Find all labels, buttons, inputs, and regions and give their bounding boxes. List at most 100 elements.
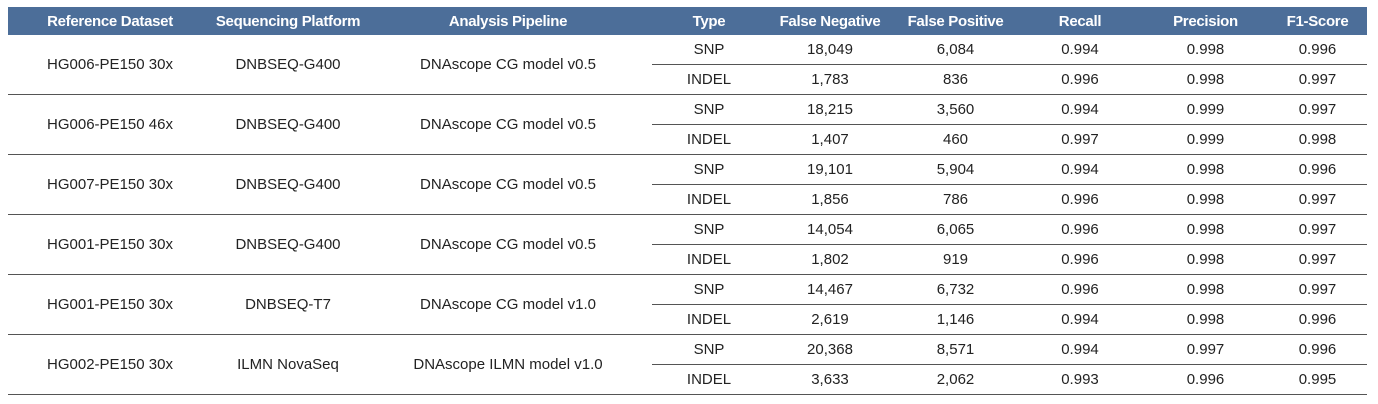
recall-cell: 0.994 (1017, 94, 1143, 125)
pipeline-cell: DNAscope ILMN model v1.0 (364, 334, 652, 395)
type-cell: SNP (652, 214, 766, 245)
pipeline-cell: DNAscope CG model v0.5 (364, 154, 652, 215)
table-row: HG002-PE150 30x ILMN NovaSeq DNAscope IL… (8, 334, 1367, 395)
type-cell: SNP (652, 274, 766, 305)
table-row: INDEL 1,802 919 0.996 0.998 0.997 (8, 244, 1367, 275)
false-negative-cell: 18,215 (766, 94, 894, 125)
precision-cell: 0.998 (1143, 274, 1268, 305)
false-positive-cell: 6,084 (894, 35, 1017, 65)
recall-cell: 0.994 (1017, 154, 1143, 185)
dataset-cell: HG007-PE150 30x (8, 154, 212, 215)
table-row: HG001-PE150 30x DNBSEQ-T7 DNAscope CG mo… (8, 274, 1367, 335)
table-row: HG007-PE150 30x DNBSEQ-G400 DNAscope CG … (8, 154, 1367, 215)
f1-cell: 0.997 (1268, 244, 1367, 275)
false-negative-cell: 19,101 (766, 154, 894, 185)
table-row: INDEL 1,783 836 0.996 0.998 0.997 (8, 64, 1367, 95)
table-row: INDEL 1,856 786 0.996 0.998 0.997 (8, 184, 1367, 215)
false-positive-cell: 460 (894, 124, 1017, 155)
type-cell: INDEL (652, 364, 766, 395)
type-cell: INDEL (652, 64, 766, 95)
recall-cell: 0.996 (1017, 244, 1143, 275)
pipeline-cell: DNAscope CG model v0.5 (364, 214, 652, 275)
type-cell: SNP (652, 35, 766, 65)
type-cell: SNP (652, 334, 766, 365)
type-cell: SNP (652, 94, 766, 125)
false-negative-cell: 20,368 (766, 334, 894, 365)
f1-cell: 0.997 (1268, 184, 1367, 215)
false-positive-cell: 6,732 (894, 274, 1017, 305)
type-cell: INDEL (652, 304, 766, 335)
results-table: Reference Dataset Sequencing Platform An… (8, 7, 1367, 395)
pipeline-cell: DNAscope CG model v0.5 (364, 94, 652, 155)
precision-cell: 0.998 (1143, 35, 1268, 65)
dataset-cell: HG006-PE150 46x (8, 94, 212, 155)
type-cell: INDEL (652, 184, 766, 215)
header-false-negative: False Negative (766, 7, 894, 35)
false-negative-cell: 18,049 (766, 35, 894, 65)
f1-cell: 0.997 (1268, 214, 1367, 245)
recall-cell: 0.993 (1017, 364, 1143, 395)
pipeline-cell: DNAscope CG model v1.0 (364, 274, 652, 335)
dataset-cell: HG002-PE150 30x (8, 334, 212, 395)
recall-cell: 0.996 (1017, 274, 1143, 305)
false-negative-cell: 14,054 (766, 214, 894, 245)
platform-cell: DNBSEQ-G400 (212, 94, 364, 155)
precision-cell: 0.998 (1143, 184, 1268, 215)
precision-cell: 0.999 (1143, 124, 1268, 155)
false-positive-cell: 3,560 (894, 94, 1017, 125)
f1-cell: 0.995 (1268, 364, 1367, 395)
header-row: Reference Dataset Sequencing Platform An… (8, 7, 1367, 35)
type-cell: INDEL (652, 124, 766, 155)
recall-cell: 0.994 (1017, 304, 1143, 335)
header-type: Type (652, 7, 766, 35)
dataset-cell: HG001-PE150 30x (8, 214, 212, 275)
table-row: HG001-PE150 30x DNBSEQ-G400 DNAscope CG … (8, 214, 1367, 275)
table-row: HG006-PE150 46x DNBSEQ-G400 DNAscope CG … (8, 94, 1367, 155)
header-sequencing-platform: Sequencing Platform (212, 7, 364, 35)
false-positive-cell: 786 (894, 184, 1017, 215)
f1-cell: 0.997 (1268, 64, 1367, 95)
platform-cell: ILMN NovaSeq (212, 334, 364, 395)
precision-cell: 0.999 (1143, 94, 1268, 125)
false-negative-cell: 1,783 (766, 64, 894, 95)
false-positive-cell: 1,146 (894, 304, 1017, 335)
false-negative-cell: 1,802 (766, 244, 894, 275)
false-positive-cell: 836 (894, 64, 1017, 95)
recall-cell: 0.994 (1017, 35, 1143, 65)
false-negative-cell: 1,407 (766, 124, 894, 155)
f1-cell: 0.997 (1268, 274, 1367, 305)
table-row: INDEL 3,633 2,062 0.993 0.996 0.995 (8, 364, 1367, 395)
pipeline-cell: DNAscope CG model v0.5 (364, 35, 652, 95)
f1-cell: 0.997 (1268, 94, 1367, 125)
precision-cell: 0.998 (1143, 214, 1268, 245)
f1-cell: 0.998 (1268, 124, 1367, 155)
header-false-positive: False Positive (894, 7, 1017, 35)
false-negative-cell: 1,856 (766, 184, 894, 215)
header-analysis-pipeline: Analysis Pipeline (364, 7, 652, 35)
precision-cell: 0.998 (1143, 304, 1268, 335)
dataset-cell: HG006-PE150 30x (8, 35, 212, 95)
precision-cell: 0.998 (1143, 154, 1268, 185)
recall-cell: 0.996 (1017, 64, 1143, 95)
table-row: HG006-PE150 30x DNBSEQ-G400 DNAscope CG … (8, 35, 1367, 95)
f1-cell: 0.996 (1268, 154, 1367, 185)
recall-cell: 0.996 (1017, 214, 1143, 245)
false-positive-cell: 6,065 (894, 214, 1017, 245)
recall-cell: 0.997 (1017, 124, 1143, 155)
false-positive-cell: 919 (894, 244, 1017, 275)
precision-cell: 0.997 (1143, 334, 1268, 365)
recall-cell: 0.994 (1017, 334, 1143, 365)
false-positive-cell: 2,062 (894, 364, 1017, 395)
false-positive-cell: 5,904 (894, 154, 1017, 185)
table-row: INDEL 2,619 1,146 0.994 0.998 0.996 (8, 304, 1367, 335)
false-negative-cell: 2,619 (766, 304, 894, 335)
recall-cell: 0.996 (1017, 184, 1143, 215)
f1-cell: 0.996 (1268, 304, 1367, 335)
table-body: HG006-PE150 30x DNBSEQ-G400 DNAscope CG … (8, 35, 1367, 395)
platform-cell: DNBSEQ-G400 (212, 154, 364, 215)
precision-cell: 0.998 (1143, 64, 1268, 95)
table-row: INDEL 1,407 460 0.997 0.999 0.998 (8, 124, 1367, 155)
platform-cell: DNBSEQ-G400 (212, 214, 364, 275)
header-recall: Recall (1017, 7, 1143, 35)
false-negative-cell: 3,633 (766, 364, 894, 395)
